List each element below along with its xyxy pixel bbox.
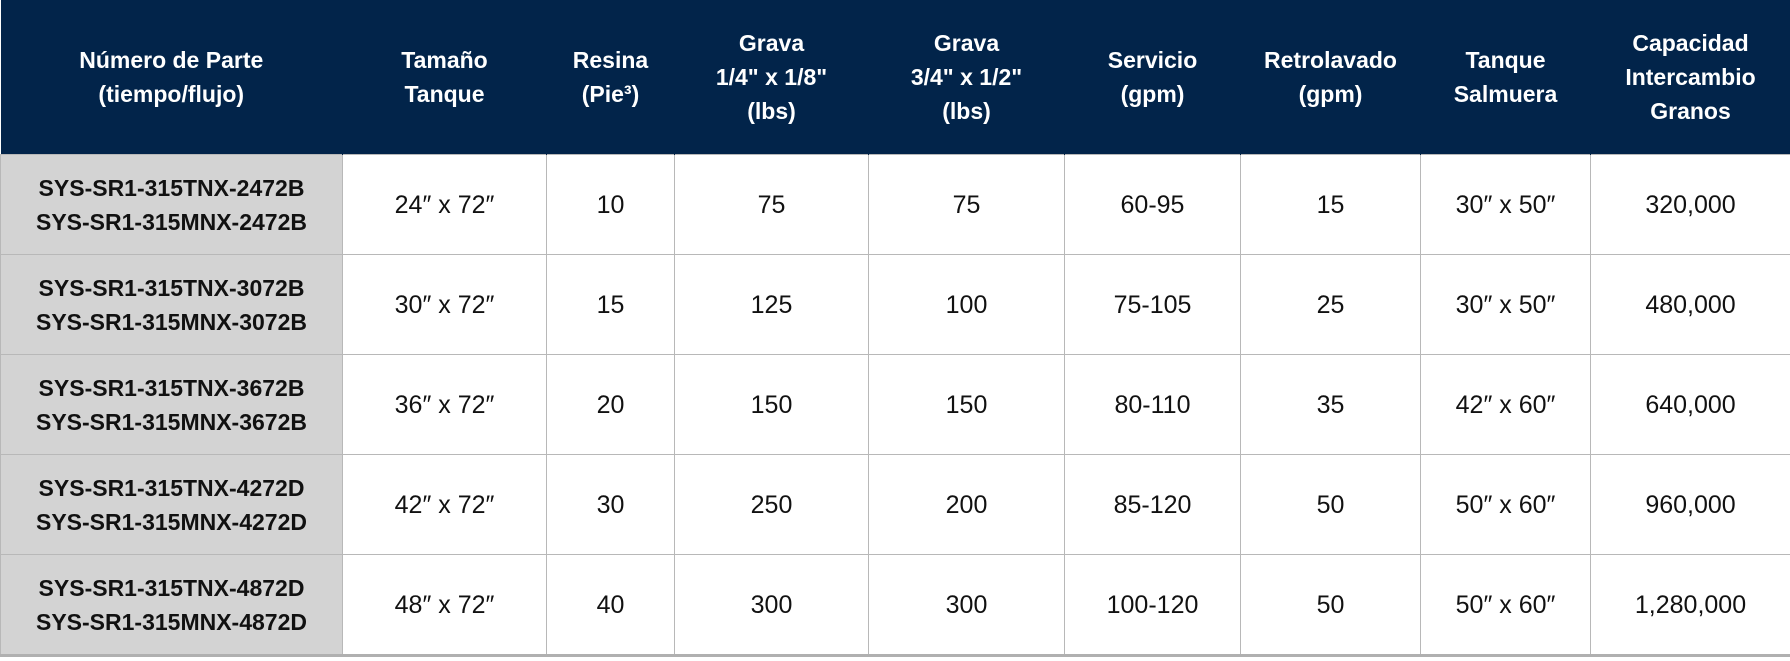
cell-line: (lbs)	[942, 98, 991, 124]
table-row: SYS-SR1-315TNX-4872D SYS-SR1-315MNX-4872D…	[0, 554, 1790, 657]
cell-line: SYS-SR1-315MNX-3672B	[35, 408, 307, 435]
header-cell: Retrolavado (gpm)	[1240, 0, 1421, 155]
table-cell: 40	[546, 554, 675, 657]
table-cell: 15	[1240, 154, 1421, 255]
table-cell: 150	[868, 354, 1065, 455]
table-cell: 30″ x 50″	[1420, 154, 1591, 255]
header-cell: Capacidad Intercambio Granos	[1590, 0, 1790, 155]
cell-line: SYS-SR1-315MNX-2472B	[35, 208, 307, 235]
cell-line: SYS-SR1-315TNX-4872D	[38, 574, 305, 601]
table-cell: 75	[868, 154, 1065, 255]
cell-line: Grava	[738, 30, 805, 56]
table-cell: 100-120	[1064, 554, 1241, 657]
cell-line: (gpm)	[1120, 81, 1185, 107]
part-number-cell: SYS-SR1-315TNX-3672B SYS-SR1-315MNX-3672B	[0, 354, 343, 455]
table-row: SYS-SR1-315TNX-3072B SYS-SR1-315MNX-3072B…	[0, 254, 1790, 355]
table-row: SYS-SR1-315TNX-4272D SYS-SR1-315MNX-4272D…	[0, 454, 1790, 555]
cell-line: SYS-SR1-315TNX-3672B	[38, 374, 305, 401]
header-row: Número de Parte (tiempo/flujo) Tamaño Tanqu…	[0, 0, 1790, 155]
header-cell: Servicio (gpm)	[1064, 0, 1241, 155]
part-number-cell: SYS-SR1-315TNX-3072B SYS-SR1-315MNX-3072B	[0, 254, 343, 355]
header-cell: Número de Parte (tiempo/flujo)	[0, 0, 343, 155]
header-cell: Resina (Pie³)	[546, 0, 675, 155]
cell-line: SYS-SR1-315MNX-3072B	[35, 308, 307, 335]
header-cell: Tamaño Tanque	[342, 0, 547, 155]
part-number-cell: SYS-SR1-315TNX-4272D SYS-SR1-315MNX-4272D	[0, 454, 343, 555]
table-row: SYS-SR1-315TNX-3672B SYS-SR1-315MNX-3672B…	[0, 354, 1790, 455]
cell-line: Número de Parte	[79, 47, 264, 73]
table-cell: 42″ x 72″	[342, 454, 547, 555]
cell-line: Granos	[1650, 98, 1731, 124]
table-cell: 250	[674, 454, 869, 555]
table-cell: 1,280,000	[1590, 554, 1790, 657]
table-cell: 25	[1240, 254, 1421, 355]
cell-line: 1/4" x 1/8"	[715, 64, 828, 90]
table-cell: 60-95	[1064, 154, 1241, 255]
table-cell: 300	[674, 554, 869, 657]
table-cell: 300	[868, 554, 1065, 657]
table-cell: 80-110	[1064, 354, 1241, 455]
header-cell: Grava 1/4" x 1/8" (lbs)	[674, 0, 869, 155]
cell-line: SYS-SR1-315MNX-4872D	[35, 608, 307, 635]
cell-line: (Pie³)	[581, 81, 640, 107]
table-cell: 85-120	[1064, 454, 1241, 555]
table-cell: 48″ x 72″	[342, 554, 547, 657]
part-number-cell: SYS-SR1-315TNX-2472B SYS-SR1-315MNX-2472B	[0, 154, 343, 255]
table-cell: 640,000	[1590, 354, 1790, 455]
table-cell: 50″ x 60″	[1420, 454, 1591, 555]
table-cell: 50″ x 60″	[1420, 554, 1591, 657]
cell-line: SYS-SR1-315TNX-4272D	[38, 474, 305, 501]
table-cell: 125	[674, 254, 869, 355]
table-cell: 36″ x 72″	[342, 354, 547, 455]
cell-line: SYS-SR1-315TNX-3072B	[38, 274, 305, 301]
table-cell: 10	[546, 154, 675, 255]
table-cell: 24″ x 72″	[342, 154, 547, 255]
table-cell: 100	[868, 254, 1065, 355]
cell-line: Servicio	[1107, 47, 1198, 73]
cell-line: Tamaño	[401, 47, 488, 73]
cell-line: Tanque	[1465, 47, 1546, 73]
cell-line: Intercambio	[1625, 64, 1756, 90]
cell-line: SYS-SR1-315MNX-4272D	[35, 508, 307, 535]
cell-line: Retrolavado	[1264, 47, 1397, 73]
table-cell: 30	[546, 454, 675, 555]
table-body: SYS-SR1-315TNX-2472B SYS-SR1-315MNX-2472B…	[0, 154, 1790, 657]
table-cell: 50	[1240, 554, 1421, 657]
header-cell: Tanque Salmuera	[1420, 0, 1591, 155]
cell-line: (lbs)	[747, 98, 796, 124]
table-cell: 15	[546, 254, 675, 355]
cell-line: 3/4" x 1/2"	[910, 64, 1023, 90]
cell-line: Tanque	[404, 81, 485, 107]
part-number-cell: SYS-SR1-315TNX-4872D SYS-SR1-315MNX-4872D	[0, 554, 343, 657]
header-cell: Grava 3/4" x 1/2" (lbs)	[868, 0, 1065, 155]
table-cell: 150	[674, 354, 869, 455]
cell-line: (gpm)	[1298, 81, 1363, 107]
table-cell: 50	[1240, 454, 1421, 555]
table-cell: 20	[546, 354, 675, 455]
table-row: SYS-SR1-315TNX-2472B SYS-SR1-315MNX-2472B…	[0, 154, 1790, 255]
cell-line: SYS-SR1-315TNX-2472B	[38, 174, 305, 201]
table-cell: 320,000	[1590, 154, 1790, 255]
cell-line: Capacidad	[1632, 30, 1749, 56]
table-cell: 75	[674, 154, 869, 255]
table-cell: 75-105	[1064, 254, 1241, 355]
table-cell: 480,000	[1590, 254, 1790, 355]
table-cell: 30″ x 72″	[342, 254, 547, 355]
table-cell: 200	[868, 454, 1065, 555]
table-cell: 960,000	[1590, 454, 1790, 555]
table-cell: 42″ x 60″	[1420, 354, 1591, 455]
table-cell: 30″ x 50″	[1420, 254, 1591, 355]
cell-line: Grava	[933, 30, 1000, 56]
cell-line: (tiempo/flujo)	[98, 81, 245, 107]
cell-line: Resina	[572, 47, 649, 73]
cell-line: Salmuera	[1453, 81, 1558, 107]
table-cell: 35	[1240, 354, 1421, 455]
